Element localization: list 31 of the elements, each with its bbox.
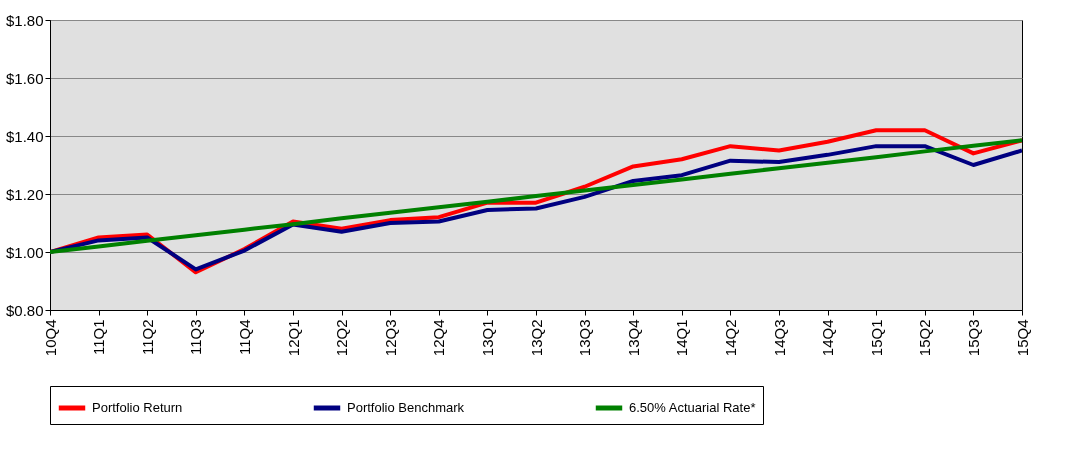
x-tick-label: 15Q1 xyxy=(867,319,885,357)
y-tick-label: $1.60 xyxy=(5,69,44,87)
x-tick-label: 10Q4 xyxy=(41,319,59,357)
y-tick-label: $1.40 xyxy=(5,127,44,145)
y-tick-label: $1.80 xyxy=(5,11,44,29)
y-tick-label: $0.80 xyxy=(5,301,44,319)
x-tick-label: 12Q3 xyxy=(381,319,399,357)
x-tick-label: 13Q2 xyxy=(527,319,545,357)
x-tick-label: 15Q4 xyxy=(1013,319,1031,357)
x-tick-label: 11Q2 xyxy=(138,319,156,356)
x-tick-label: 12Q4 xyxy=(430,319,448,357)
x-tick-label: 11Q3 xyxy=(187,319,205,356)
line-series xyxy=(50,138,1022,254)
legend-label: Portfolio Benchmark xyxy=(347,400,465,415)
y-tick-label: $1.20 xyxy=(5,185,44,203)
x-tick-label: 12Q2 xyxy=(333,319,351,357)
x-tick-label: 14Q2 xyxy=(721,319,739,357)
x-tick-label: 15Q2 xyxy=(916,319,934,357)
x-tick-label: 14Q3 xyxy=(770,319,788,357)
x-tick-label: 13Q3 xyxy=(576,319,594,357)
x-tick-label: 12Q1 xyxy=(284,319,302,357)
x-tick-label: 13Q4 xyxy=(624,319,642,357)
x-tick-label: 13Q1 xyxy=(478,319,496,357)
y-tick-label: $1.00 xyxy=(5,243,44,261)
x-tick-label: 11Q1 xyxy=(90,319,108,356)
legend-label: 6.50% Actuarial Rate* xyxy=(629,400,756,415)
x-tick-label: 14Q4 xyxy=(819,319,837,357)
x-tick-label: 14Q1 xyxy=(673,319,691,357)
x-tick-label: 11Q4 xyxy=(235,319,253,356)
x-tick-label: 15Q3 xyxy=(964,319,982,357)
legend-label: Portfolio Return xyxy=(92,400,183,415)
